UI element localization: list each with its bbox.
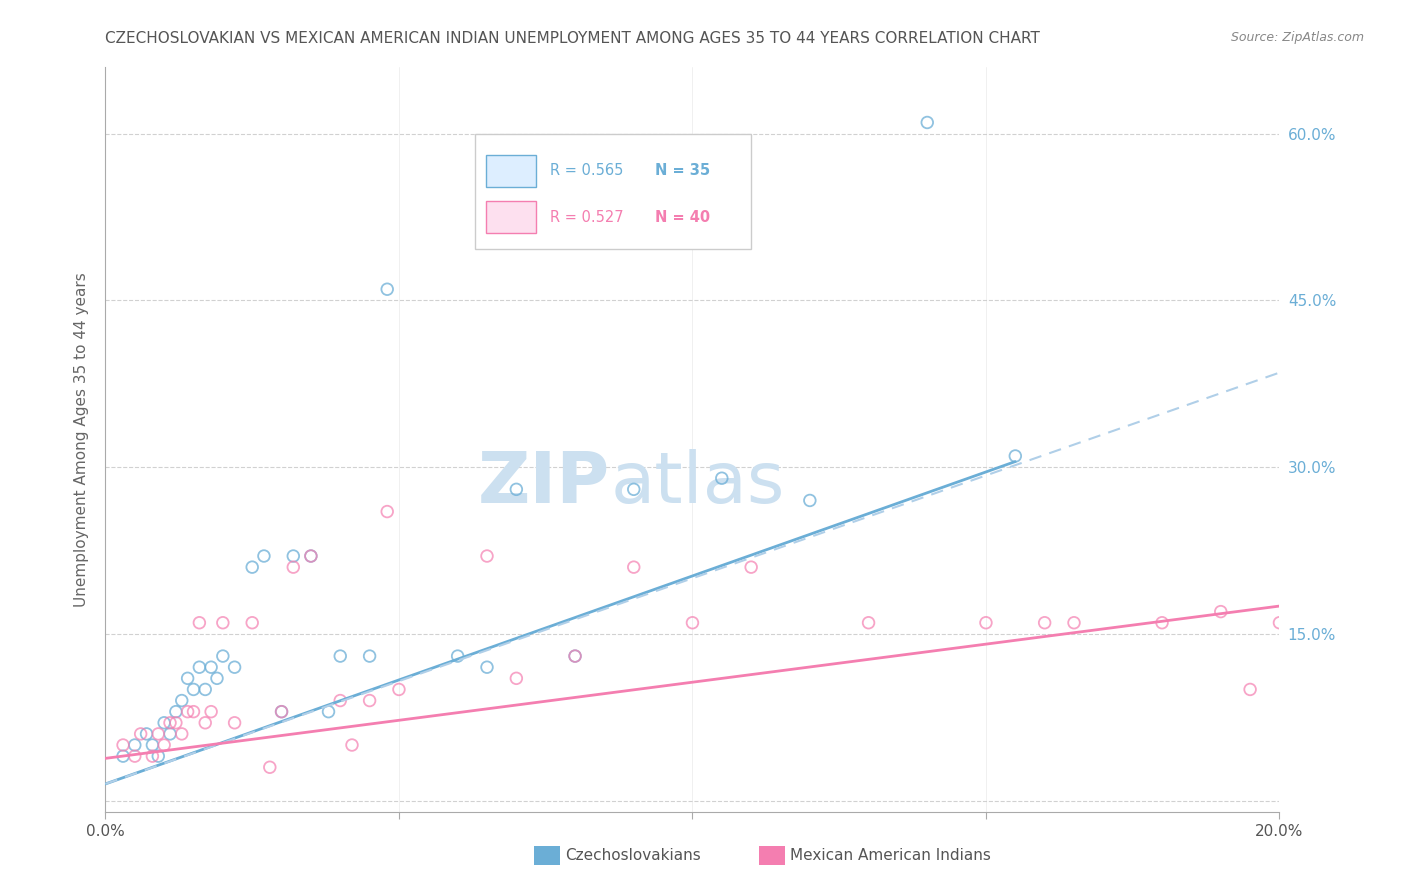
- Point: [505, 671, 527, 685]
- Point: [359, 693, 381, 707]
- Point: [505, 483, 527, 497]
- Point: [224, 715, 246, 730]
- Point: [446, 649, 468, 664]
- Point: [176, 705, 198, 719]
- Point: [159, 727, 181, 741]
- Point: [623, 483, 645, 497]
- Point: [112, 749, 135, 764]
- Text: R = 0.565: R = 0.565: [550, 163, 623, 178]
- Point: [170, 727, 193, 741]
- FancyBboxPatch shape: [486, 154, 536, 187]
- Text: N = 40: N = 40: [655, 210, 710, 225]
- Point: [176, 671, 198, 685]
- Y-axis label: Unemployment Among Ages 35 to 44 years: Unemployment Among Ages 35 to 44 years: [75, 272, 90, 607]
- Point: [148, 727, 170, 741]
- Point: [475, 549, 498, 563]
- Point: [270, 705, 292, 719]
- Point: [329, 649, 352, 664]
- Point: [329, 693, 352, 707]
- Point: [564, 649, 586, 664]
- Text: Czechoslovakians: Czechoslovakians: [565, 848, 702, 863]
- Point: [188, 660, 211, 674]
- Point: [270, 705, 292, 719]
- Point: [1150, 615, 1173, 630]
- Point: [240, 615, 263, 630]
- Point: [165, 715, 187, 730]
- Point: [153, 738, 176, 752]
- Point: [153, 715, 176, 730]
- Text: atlas: atlas: [610, 450, 785, 518]
- Text: N = 35: N = 35: [655, 163, 710, 178]
- Point: [858, 615, 880, 630]
- Point: [375, 282, 398, 296]
- Point: [682, 615, 704, 630]
- FancyBboxPatch shape: [475, 134, 751, 250]
- Point: [710, 471, 733, 485]
- Point: [623, 560, 645, 574]
- Point: [283, 549, 305, 563]
- Text: CZECHOSLOVAKIAN VS MEXICAN AMERICAN INDIAN UNEMPLOYMENT AMONG AGES 35 TO 44 YEAR: CZECHOSLOVAKIAN VS MEXICAN AMERICAN INDI…: [105, 31, 1040, 46]
- Point: [159, 715, 181, 730]
- FancyBboxPatch shape: [486, 201, 536, 233]
- Point: [259, 760, 281, 774]
- Point: [135, 727, 157, 741]
- Point: [299, 549, 322, 563]
- Point: [475, 660, 498, 674]
- Point: [129, 727, 152, 741]
- Point: [299, 549, 322, 563]
- Point: [740, 560, 762, 574]
- Text: ZIP: ZIP: [478, 450, 610, 518]
- Point: [283, 560, 305, 574]
- Point: [124, 738, 146, 752]
- Point: [1004, 449, 1026, 463]
- Point: [141, 738, 163, 752]
- Point: [170, 693, 193, 707]
- Text: Mexican American Indians: Mexican American Indians: [790, 848, 991, 863]
- Point: [1268, 615, 1291, 630]
- Point: [1239, 682, 1261, 697]
- Point: [564, 649, 586, 664]
- Point: [375, 505, 398, 519]
- Point: [165, 705, 187, 719]
- Point: [1063, 615, 1085, 630]
- Point: [211, 649, 233, 664]
- Point: [124, 749, 146, 764]
- Point: [112, 738, 135, 752]
- Point: [1209, 605, 1232, 619]
- Point: [388, 682, 411, 697]
- Point: [1033, 615, 1056, 630]
- Point: [359, 649, 381, 664]
- Point: [148, 749, 170, 764]
- Point: [211, 615, 233, 630]
- Point: [224, 660, 246, 674]
- Point: [188, 615, 211, 630]
- Point: [253, 549, 276, 563]
- Text: Source: ZipAtlas.com: Source: ZipAtlas.com: [1230, 31, 1364, 45]
- Point: [799, 493, 821, 508]
- Point: [200, 705, 222, 719]
- Point: [183, 682, 205, 697]
- Point: [318, 705, 340, 719]
- Point: [917, 115, 939, 129]
- Point: [974, 615, 997, 630]
- Point: [240, 560, 263, 574]
- Point: [194, 715, 217, 730]
- Point: [141, 749, 163, 764]
- Point: [183, 705, 205, 719]
- Point: [340, 738, 363, 752]
- Text: R = 0.527: R = 0.527: [550, 210, 623, 225]
- Point: [205, 671, 228, 685]
- Point: [200, 660, 222, 674]
- Point: [194, 682, 217, 697]
